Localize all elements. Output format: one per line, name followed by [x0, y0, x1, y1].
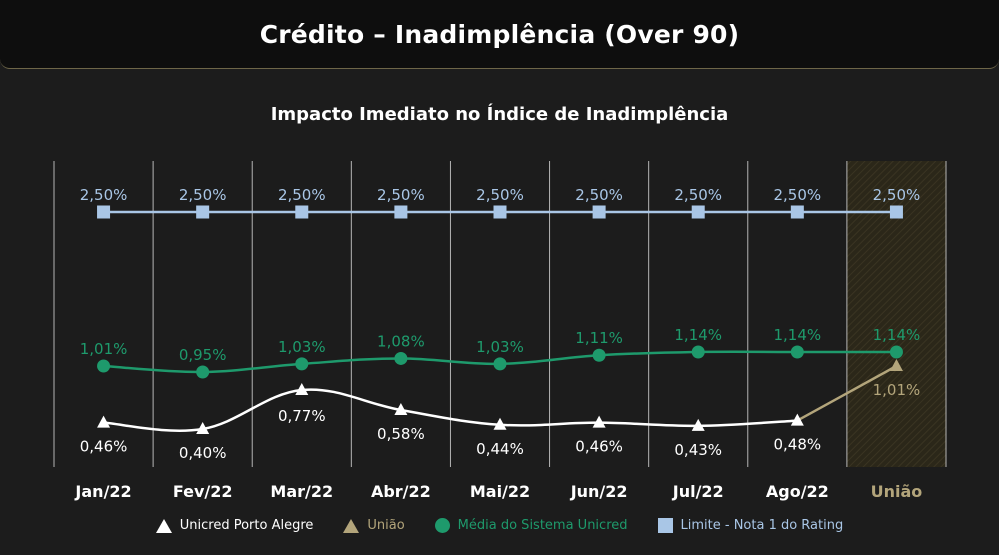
marker-m-dia-do-sistema-unicred-fev-22 [196, 365, 210, 379]
marker-m-dia-do-sistema-unicred-mai-22 [493, 357, 507, 371]
marker-m-dia-do-sistema-unicred-mar-22 [295, 357, 309, 371]
legend: Unicred Porto Alegre União Média do Sist… [0, 518, 999, 533]
marker-m-dia-do-sistema-unicred-jul-22 [691, 345, 705, 359]
legend-label: Unicred Porto Alegre [179, 518, 314, 533]
x-tick-label: Mar/22 [270, 482, 333, 501]
marker-unicred-porto-alegre-fev-22 [196, 422, 210, 434]
marker-limite-nota-1-do-rating-uni-o [889, 205, 903, 219]
legend-label: Média do Sistema Unicred [457, 518, 628, 533]
legend-label: Limite - Nota 1 do Rating [680, 518, 844, 533]
x-tick-label: Jul/22 [672, 482, 724, 501]
marker-m-dia-do-sistema-unicred-jan-22 [97, 359, 111, 373]
data-label-unicred-porto-alegre: 0,43% [674, 441, 722, 459]
marker-unicred-porto-alegre-jun-22 [592, 415, 606, 428]
data-label-unicred-porto-alegre: 0,58% [377, 425, 425, 443]
series-line-uni-o [796, 364, 898, 422]
data-label-limite-nota-1-do-rating: 2,50% [377, 186, 425, 204]
data-label-unicred-porto-alegre: 0,48% [774, 436, 822, 454]
marker-unicred-porto-alegre-mar-22 [295, 383, 309, 395]
marker-uni-o-uni-o [889, 359, 903, 371]
data-label-limite-nota-1-do-rating: 2,50% [774, 186, 822, 204]
data-label-unicred-porto-alegre: 0,77% [278, 407, 326, 425]
x-tick-label: Jan/22 [74, 482, 131, 501]
data-label-limite-nota-1-do-rating: 2,50% [80, 186, 128, 204]
legend-item-media-sistema: Média do Sistema Unicred [434, 518, 628, 533]
data-label-m-dia-do-sistema-unicred: 1,14% [774, 326, 822, 344]
data-label-limite-nota-1-do-rating: 2,50% [873, 186, 921, 204]
circle-icon [434, 518, 450, 533]
marker-limite-nota-1-do-rating-mar-22 [295, 205, 309, 219]
data-label-m-dia-do-sistema-unicred: 1,11% [575, 329, 623, 347]
marker-limite-nota-1-do-rating-jan-22 [97, 205, 111, 219]
marker-m-dia-do-sistema-unicred-jun-22 [592, 348, 606, 362]
data-label-limite-nota-1-do-rating: 2,50% [278, 186, 326, 204]
series-markers [97, 205, 903, 434]
marker-limite-nota-1-do-rating-abr-22 [394, 205, 408, 219]
data-label-limite-nota-1-do-rating: 2,50% [575, 186, 623, 204]
marker-m-dia-do-sistema-unicred-ago-22 [790, 345, 804, 359]
marker-m-dia-do-sistema-unicred-uni-o [889, 345, 903, 359]
data-label-uni-o: 1,01% [873, 381, 921, 399]
data-label-limite-nota-1-do-rating: 2,50% [476, 186, 524, 204]
triangle-icon [343, 518, 360, 533]
legend-item-unicred-poa: Unicred Porto Alegre [155, 518, 314, 533]
marker-limite-nota-1-do-rating-jul-22 [691, 205, 705, 219]
marker-unicred-porto-alegre-mai-22 [493, 417, 507, 430]
x-tick-label: Mai/22 [470, 482, 530, 501]
page-header: Crédito – Inadimplência (Over 90) [0, 0, 999, 69]
page-title: Crédito – Inadimplência (Over 90) [259, 19, 740, 49]
marker-limite-nota-1-do-rating-ago-22 [790, 205, 804, 219]
data-label-m-dia-do-sistema-unicred: 1,03% [278, 338, 326, 356]
chart-title: Impacto Imediato no Índice de Inadimplên… [270, 104, 729, 125]
data-labels: 0,46% 0,40% 0,77% 0,58% 0,44% 0,46% 0,43% 0,48%… [80, 186, 921, 462]
x-tick-label: Ago/22 [766, 482, 829, 501]
marker-limite-nota-1-do-rating-mai-22 [493, 205, 507, 219]
series-lines [103, 210, 898, 432]
x-tick-label: Abr/22 [371, 482, 431, 501]
data-label-unicred-porto-alegre: 0,44% [476, 440, 524, 458]
triangle-icon [155, 518, 172, 533]
marker-unicred-porto-alegre-jul-22 [691, 418, 705, 431]
x-tick-label: Fev/22 [173, 482, 233, 501]
data-label-m-dia-do-sistema-unicred: 1,14% [674, 326, 722, 344]
data-label-m-dia-do-sistema-unicred: 0,95% [179, 346, 227, 364]
marker-unicred-porto-alegre-jan-22 [97, 415, 111, 428]
legend-item-uniao: União [343, 518, 405, 533]
x-axis-ticks: Jan/22 Fev/22 Mar/22 Abr/22 Mai/22 Jun/22 Jul/… [74, 482, 922, 501]
marker-unicred-porto-alegre-ago-22 [790, 413, 804, 426]
marker-unicred-porto-alegre-abr-22 [394, 403, 408, 416]
data-label-m-dia-do-sistema-unicred: 1,08% [377, 332, 425, 350]
data-label-limite-nota-1-do-rating: 2,50% [674, 186, 722, 204]
data-label-m-dia-do-sistema-unicred: 1,03% [476, 338, 524, 356]
x-tick-label: União [871, 482, 923, 501]
series-line-unicred-porto-alegre [103, 388, 798, 432]
square-icon [657, 518, 673, 533]
data-label-unicred-porto-alegre: 0,40% [179, 444, 227, 462]
data-label-limite-nota-1-do-rating: 2,50% [179, 186, 227, 204]
marker-m-dia-do-sistema-unicred-abr-22 [394, 351, 408, 365]
data-label-m-dia-do-sistema-unicred: 1,14% [873, 326, 921, 344]
marker-limite-nota-1-do-rating-jun-22 [592, 205, 606, 219]
data-label-unicred-porto-alegre: 0,46% [575, 438, 623, 456]
data-label-unicred-porto-alegre: 0,46% [80, 438, 128, 456]
x-tick-label: Jun/22 [570, 482, 628, 501]
legend-item-limite: Limite - Nota 1 do Rating [657, 518, 844, 533]
marker-limite-nota-1-do-rating-fev-22 [196, 205, 210, 219]
legend-label: União [367, 518, 405, 533]
data-label-m-dia-do-sistema-unicred: 1,01% [80, 340, 128, 358]
